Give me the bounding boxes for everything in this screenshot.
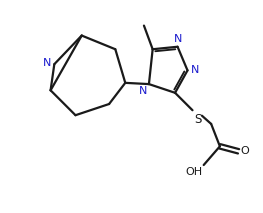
Text: N: N [43, 58, 51, 68]
Text: N: N [191, 65, 200, 75]
Text: N: N [139, 86, 148, 96]
Text: S: S [194, 113, 202, 126]
Text: OH: OH [185, 167, 203, 177]
Text: N: N [174, 34, 182, 44]
Text: O: O [241, 146, 249, 156]
